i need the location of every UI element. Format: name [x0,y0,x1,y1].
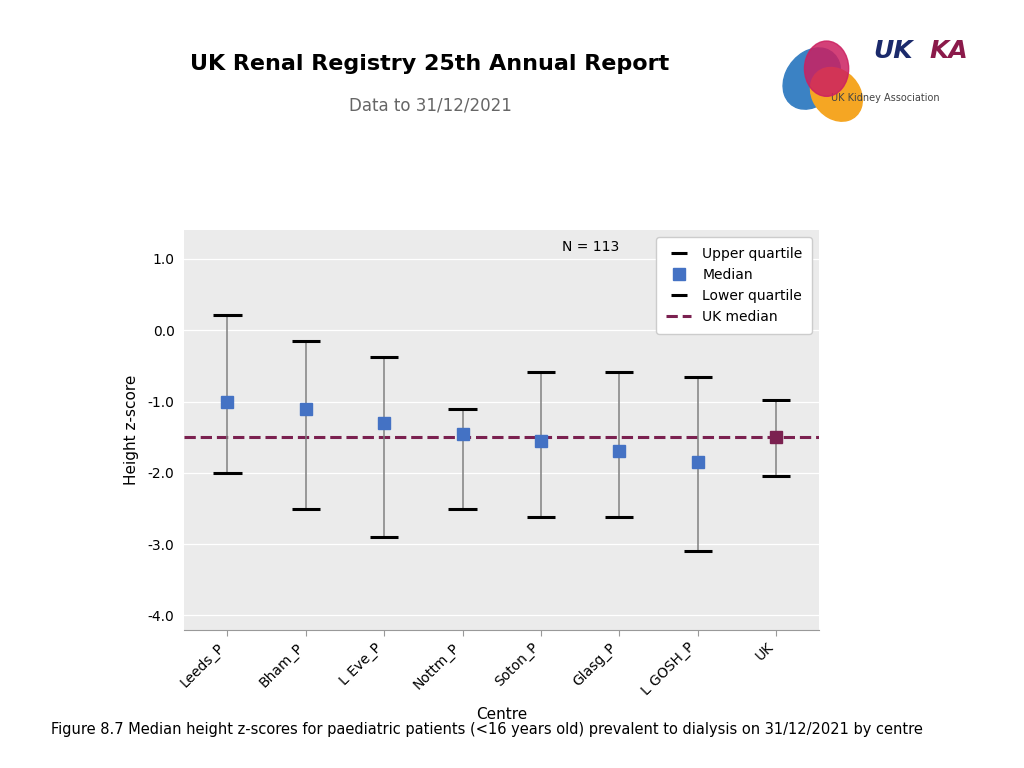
Ellipse shape [805,41,849,96]
Text: KA: KA [930,39,969,63]
Legend: Upper quartile, Median, Lower quartile, UK median: Upper quartile, Median, Lower quartile, … [656,237,812,333]
Text: N = 113: N = 113 [562,240,620,254]
Ellipse shape [783,48,841,109]
Y-axis label: Height z-score: Height z-score [124,375,139,485]
Ellipse shape [810,68,862,121]
Text: Figure 8.7 Median height z-scores for paediatric patients (<16 years old) preval: Figure 8.7 Median height z-scores for pa… [51,722,923,737]
Text: Data to 31/12/2021: Data to 31/12/2021 [348,96,512,114]
Text: UK: UK [873,39,912,63]
X-axis label: Centre: Centre [476,707,527,722]
Text: UK Renal Registry 25th Annual Report: UK Renal Registry 25th Annual Report [190,54,670,74]
Text: UK Kidney Association: UK Kidney Association [831,93,940,104]
